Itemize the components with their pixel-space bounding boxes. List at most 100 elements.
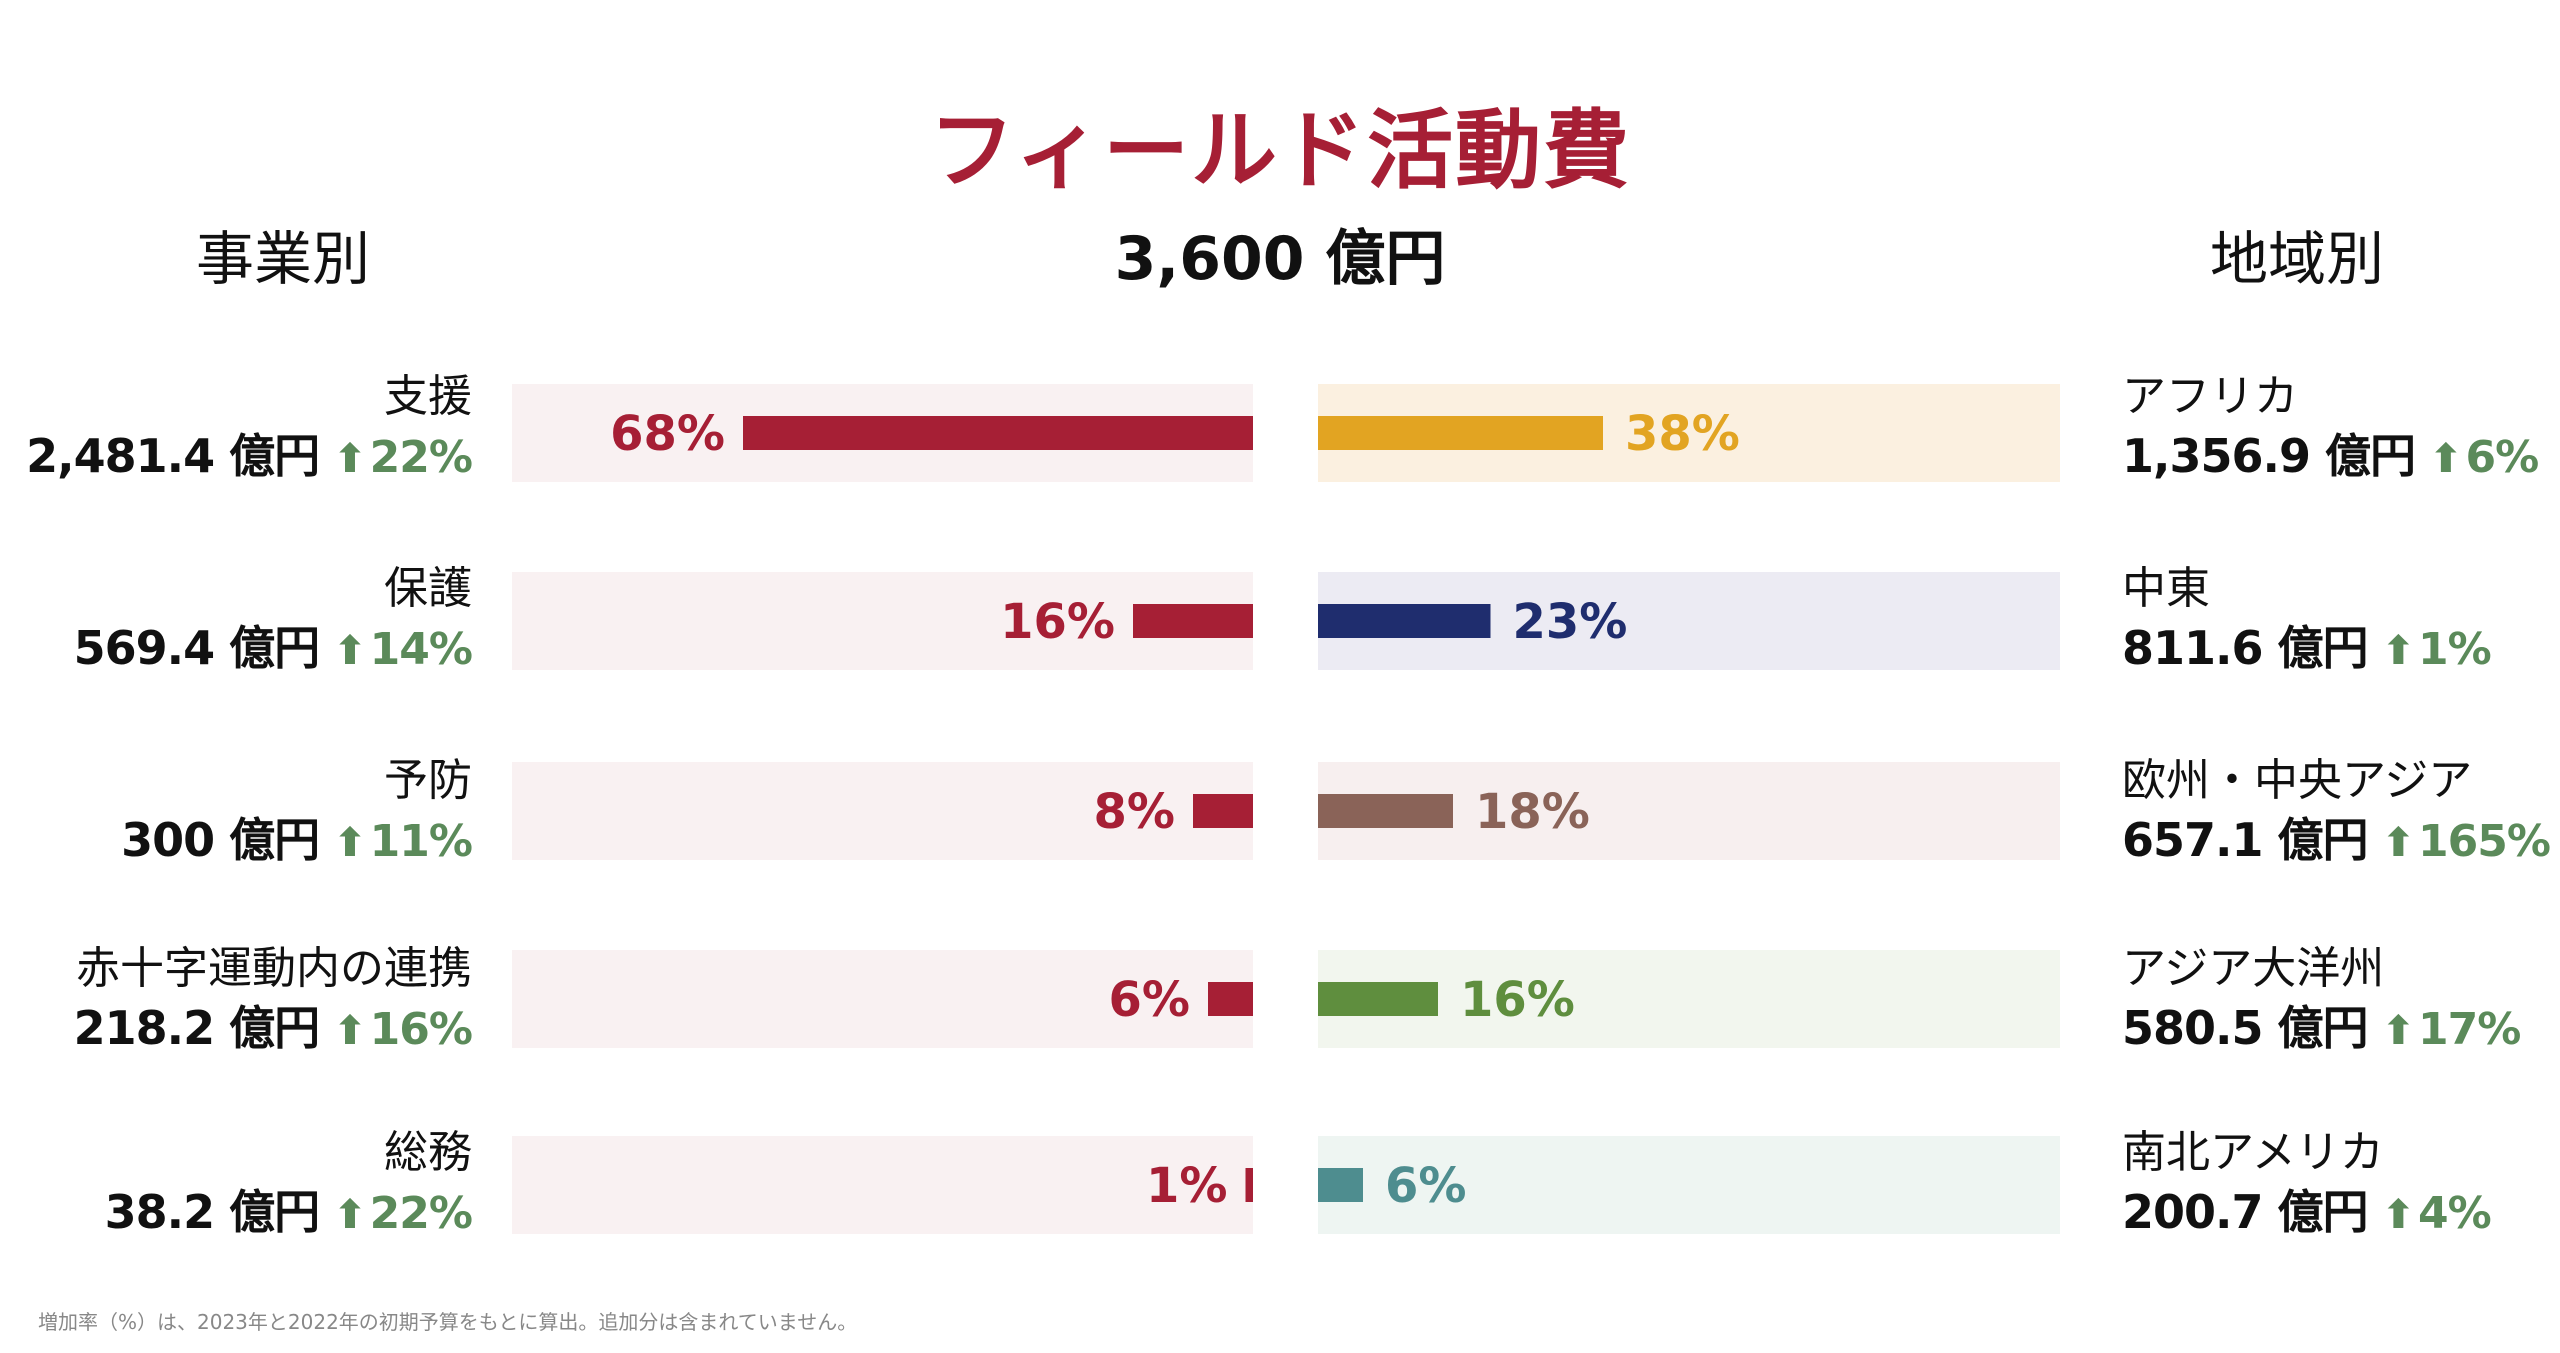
amount-value: 811.6 億円 (2122, 621, 2369, 675)
page-title: フィールド活動費 (928, 101, 1632, 201)
right-bar-track (1318, 950, 2060, 1048)
right-item-label: 欧州・中央アジア 657.1 億円 ⬆165% (2122, 752, 2551, 873)
left-bar (1193, 794, 1253, 828)
right-bar-label: 18% (1475, 784, 1590, 840)
item-name: 予防 (384, 755, 472, 806)
right-bar-label: 6% (1385, 1158, 1467, 1214)
left-bar-label: 6% (1109, 972, 1191, 1028)
right-bar-label: 16% (1460, 972, 1575, 1028)
change-badge: ⬆4% (2381, 1188, 2492, 1239)
left-bar-track (512, 762, 1253, 860)
right-bar-label: 23% (1513, 594, 1628, 650)
change-value: 1% (2418, 624, 2492, 675)
change-value: 165% (2418, 816, 2551, 867)
left-bar (1208, 982, 1253, 1016)
change-badge: ⬆165% (2381, 816, 2551, 867)
right-bar (1318, 604, 1491, 638)
item-name: 欧州・中央アジア (2122, 755, 2473, 806)
change-badge: ⬆22% (333, 1188, 473, 1239)
left-bar (743, 416, 1253, 450)
left-bar (1133, 604, 1253, 638)
amount-value: 657.1 億円 (2122, 813, 2369, 867)
left-bar-label: 68% (610, 406, 725, 462)
change-badge: ⬆1% (2381, 624, 2492, 675)
left-bar-track (512, 950, 1253, 1048)
up-arrow-icon: ⬆ (333, 436, 367, 482)
amount-value: 569.4 億円 (73, 621, 321, 675)
amount-value: 218.2 億円 (73, 1001, 321, 1055)
item-amount: 218.2 億円 ⬆16% (73, 998, 473, 1061)
amount-value: 2,481.4 億円 (26, 429, 320, 483)
left-bar-label: 1% (1146, 1158, 1228, 1214)
change-value: 16% (369, 1004, 473, 1055)
change-value: 11% (369, 816, 473, 867)
left-bar (1245, 1168, 1253, 1202)
amount-value: 200.7 億円 (2122, 1185, 2369, 1239)
item-name: 保護 (384, 563, 472, 614)
item-name: 支援 (384, 371, 472, 422)
amount-value: 300 億円 (121, 813, 320, 867)
item-amount: 811.6 億円 ⬆1% (2122, 618, 2492, 681)
up-arrow-icon: ⬆ (2381, 1008, 2416, 1054)
item-amount: 200.7 億円 ⬆4% (2122, 1182, 2492, 1245)
up-arrow-icon: ⬆ (2429, 436, 2463, 482)
left-item-label: 支援 2,481.4 億円 ⬆22% (26, 368, 473, 489)
item-name: 中東 (2122, 563, 2210, 614)
item-amount: 569.4 億円 ⬆14% (73, 618, 473, 681)
change-badge: ⬆17% (2381, 1004, 2522, 1055)
item-name: 南北アメリカ (2122, 1127, 2384, 1178)
up-arrow-icon: ⬆ (2381, 820, 2416, 866)
left-bar-track (512, 1136, 1253, 1234)
change-value: 6% (2465, 432, 2540, 483)
footnote: 増加率（%）は、2023年と2022年の初期予算をもとに算出。追加分は含まれてい… (38, 1310, 858, 1334)
change-badge: ⬆11% (333, 816, 473, 867)
change-value: 14% (369, 624, 473, 675)
up-arrow-icon: ⬆ (2381, 628, 2416, 674)
right-item-label: アジア大洋州 580.5 億円 ⬆17% (2122, 940, 2522, 1061)
item-name: 総務 (384, 1127, 472, 1178)
right-bar-track (1318, 1136, 2060, 1234)
item-name: アフリカ (2122, 371, 2298, 422)
left-section-heading: 事業別 (196, 225, 371, 293)
item-name: アジア大洋州 (2122, 943, 2385, 994)
left-item-label: 赤十字運動内の連携 218.2 億円 ⬆16% (73, 940, 473, 1061)
left-bar-label: 16% (1000, 594, 1115, 650)
total-amount: 3,600 億円 (1114, 224, 1446, 294)
up-arrow-icon: ⬆ (333, 1008, 367, 1054)
item-amount: 38.2 億円 ⬆22% (104, 1182, 473, 1245)
up-arrow-icon: ⬆ (2381, 1192, 2416, 1238)
right-bar (1318, 1168, 1363, 1202)
change-badge: ⬆6% (2429, 432, 2540, 483)
amount-value: 1,356.9 億円 (2122, 429, 2416, 483)
left-bar-label: 8% (1094, 784, 1176, 840)
item-amount: 1,356.9 億円 ⬆6% (2122, 426, 2540, 489)
up-arrow-icon: ⬆ (333, 628, 367, 674)
item-amount: 580.5 億円 ⬆17% (2122, 998, 2522, 1061)
amount-value: 580.5 億円 (2122, 1001, 2369, 1055)
right-item-label: 中東 811.6 億円 ⬆1% (2122, 560, 2492, 681)
amount-value: 38.2 億円 (104, 1185, 321, 1239)
left-item-label: 保護 569.4 億円 ⬆14% (73, 560, 473, 681)
left-bar-track (512, 572, 1253, 670)
up-arrow-icon: ⬆ (333, 1192, 367, 1238)
right-item-label: 南北アメリカ 200.7 億円 ⬆4% (2122, 1124, 2492, 1245)
up-arrow-icon: ⬆ (333, 820, 367, 866)
change-value: 17% (2418, 1004, 2521, 1055)
right-bar (1318, 416, 1603, 450)
left-item-label: 総務 38.2 億円 ⬆22% (104, 1124, 473, 1245)
item-amount: 657.1 億円 ⬆165% (2122, 810, 2551, 873)
right-bar (1318, 794, 1453, 828)
right-bar-label: 38% (1625, 406, 1740, 462)
right-bar (1318, 982, 1438, 1016)
change-badge: ⬆14% (333, 624, 473, 675)
item-name: 赤十字運動内の連携 (76, 943, 472, 994)
change-badge: ⬆22% (333, 432, 473, 483)
change-value: 22% (369, 1188, 473, 1239)
left-item-label: 予防 300 億円 ⬆11% (121, 752, 473, 873)
item-amount: 300 億円 ⬆11% (121, 810, 473, 873)
change-value: 22% (369, 432, 473, 483)
change-value: 4% (2418, 1188, 2492, 1239)
right-section-heading: 地域別 (2210, 225, 2385, 293)
item-amount: 2,481.4 億円 ⬆22% (26, 426, 473, 489)
